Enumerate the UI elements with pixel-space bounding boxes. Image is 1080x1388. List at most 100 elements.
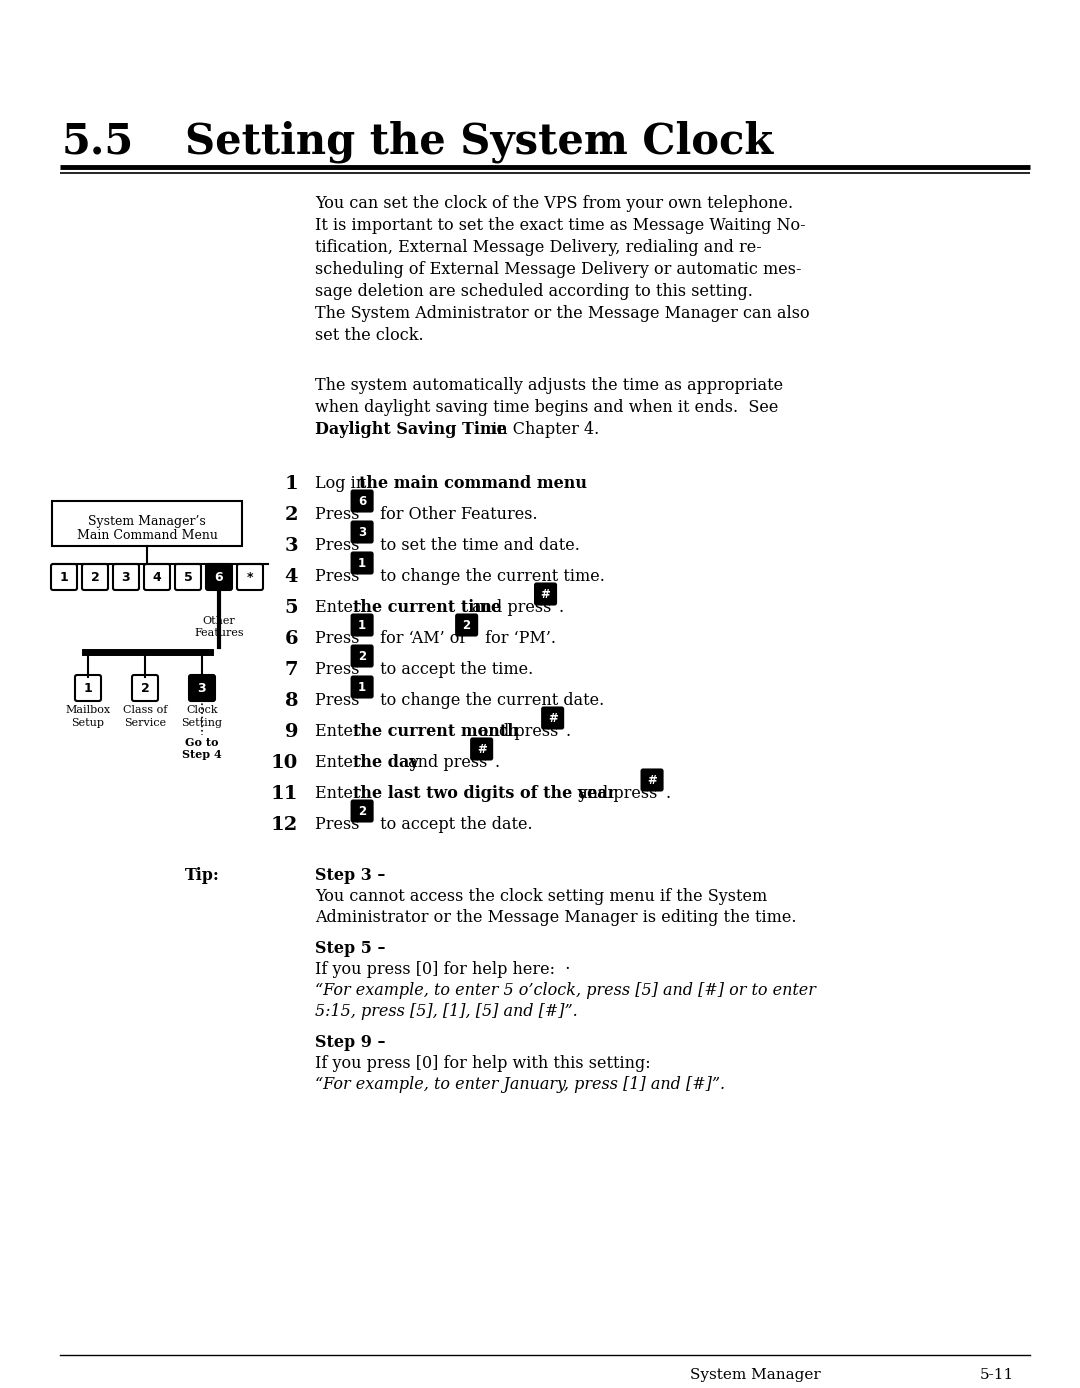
Text: *: * (246, 570, 253, 583)
FancyBboxPatch shape (642, 769, 662, 791)
Text: 5: 5 (184, 570, 192, 583)
FancyBboxPatch shape (82, 564, 108, 590)
FancyBboxPatch shape (535, 583, 556, 605)
Text: Setting: Setting (181, 718, 222, 727)
Text: Log in: Log in (315, 475, 372, 491)
Text: .: . (665, 786, 671, 802)
Text: 5-11: 5-11 (980, 1369, 1014, 1382)
FancyBboxPatch shape (471, 738, 492, 759)
Text: the main command menu: the main command menu (360, 475, 588, 491)
Text: It is important to set the exact time as Message Waiting No-: It is important to set the exact time as… (315, 217, 806, 235)
Text: Setup: Setup (71, 718, 105, 727)
Text: 1: 1 (359, 557, 366, 569)
Text: “For example, to enter January, press [1] and [#]”.: “For example, to enter January, press [1… (315, 1076, 725, 1092)
Text: the day: the day (353, 754, 419, 770)
FancyBboxPatch shape (352, 676, 373, 698)
FancyBboxPatch shape (206, 564, 232, 590)
Text: scheduling of External Message Delivery or automatic mes-: scheduling of External Message Delivery … (315, 261, 801, 278)
Text: 1: 1 (59, 570, 68, 583)
Text: Press: Press (315, 816, 365, 833)
Text: 1: 1 (359, 680, 366, 694)
FancyBboxPatch shape (456, 615, 477, 636)
Text: in Chapter 4.: in Chapter 4. (487, 421, 599, 439)
Text: Main Command Menu: Main Command Menu (77, 529, 217, 541)
Text: 2: 2 (91, 570, 99, 583)
Text: 5.5: 5.5 (62, 119, 134, 162)
Text: Press: Press (315, 568, 365, 584)
Text: 3: 3 (198, 682, 206, 694)
Text: the current time: the current time (353, 600, 501, 616)
Text: .: . (558, 600, 564, 616)
FancyBboxPatch shape (113, 564, 139, 590)
Text: Press: Press (315, 661, 365, 677)
Text: 2: 2 (462, 619, 471, 632)
Text: Features: Features (194, 627, 244, 638)
FancyBboxPatch shape (352, 801, 373, 822)
Text: Mailbox: Mailbox (66, 705, 110, 715)
Text: to change the current time.: to change the current time. (375, 568, 605, 584)
Text: 2: 2 (140, 682, 149, 694)
Text: when daylight saving time begins and when it ends.  See: when daylight saving time begins and whe… (315, 398, 779, 416)
Text: .: . (509, 475, 514, 491)
Text: and press: and press (474, 723, 564, 740)
Text: Clock: Clock (186, 705, 218, 715)
Text: #: # (476, 743, 486, 755)
Text: You can set the clock of the VPS from your own telephone.: You can set the clock of the VPS from yo… (315, 194, 793, 212)
Text: 12: 12 (271, 816, 298, 834)
Text: and press: and press (573, 786, 663, 802)
Text: Step 9 –: Step 9 – (315, 1034, 386, 1051)
Text: Press: Press (315, 537, 365, 554)
FancyBboxPatch shape (352, 522, 373, 543)
Text: #: # (541, 587, 551, 601)
Text: 1: 1 (284, 475, 298, 493)
Text: 10: 10 (271, 754, 298, 772)
FancyBboxPatch shape (237, 564, 264, 590)
Text: .: . (566, 723, 570, 740)
Text: 3: 3 (122, 570, 131, 583)
Text: 1: 1 (359, 619, 366, 632)
Text: Press: Press (315, 630, 365, 647)
Text: and press: and press (403, 754, 492, 770)
Text: Enter: Enter (315, 754, 366, 770)
Text: 6: 6 (215, 570, 224, 583)
Text: to change the current date.: to change the current date. (375, 693, 605, 709)
Text: 6: 6 (284, 630, 298, 648)
Text: 7: 7 (284, 661, 298, 679)
Text: and press: and press (467, 600, 556, 616)
Text: If you press [0] for help with this setting:: If you press [0] for help with this sett… (315, 1055, 650, 1072)
Text: The System Administrator or the Message Manager can also: The System Administrator or the Message … (315, 305, 810, 322)
FancyBboxPatch shape (51, 564, 77, 590)
Text: You cannot access the clock setting menu if the System: You cannot access the clock setting menu… (315, 888, 767, 905)
FancyBboxPatch shape (352, 552, 373, 573)
FancyBboxPatch shape (132, 675, 158, 701)
Text: Go to: Go to (186, 737, 219, 748)
Text: Press: Press (315, 507, 365, 523)
Text: tification, External Message Delivery, redialing and re-: tification, External Message Delivery, r… (315, 239, 761, 255)
Text: Other: Other (203, 616, 235, 626)
Text: Step 5 –: Step 5 – (315, 940, 386, 956)
FancyBboxPatch shape (352, 490, 373, 512)
Text: .: . (495, 754, 500, 770)
Text: The system automatically adjusts the time as appropriate: The system automatically adjusts the tim… (315, 378, 783, 394)
Text: Tip:: Tip: (185, 868, 220, 884)
Text: Step 3 –: Step 3 – (315, 868, 386, 884)
FancyBboxPatch shape (75, 675, 102, 701)
Text: Enter: Enter (315, 600, 366, 616)
Text: #: # (548, 712, 557, 725)
Text: Press: Press (315, 693, 365, 709)
Text: the current month: the current month (353, 723, 519, 740)
Text: to set the time and date.: to set the time and date. (375, 537, 580, 554)
Bar (52, 501, 242, 545)
Text: 4: 4 (152, 570, 161, 583)
FancyBboxPatch shape (175, 564, 201, 590)
Text: #: # (647, 773, 657, 787)
Text: the last two digits of the year: the last two digits of the year (353, 786, 617, 802)
Text: Step 4: Step 4 (183, 750, 221, 761)
Text: 5: 5 (284, 600, 298, 618)
FancyBboxPatch shape (144, 564, 170, 590)
Text: for ‘PM’.: for ‘PM’. (480, 630, 555, 647)
Text: Daylight Saving Time: Daylight Saving Time (315, 421, 507, 439)
Text: System Manager: System Manager (690, 1369, 821, 1382)
Text: to accept the time.: to accept the time. (375, 661, 534, 677)
Text: “For example, to enter 5 o’clock, press [5] and [#] or to enter: “For example, to enter 5 o’clock, press … (315, 981, 815, 999)
